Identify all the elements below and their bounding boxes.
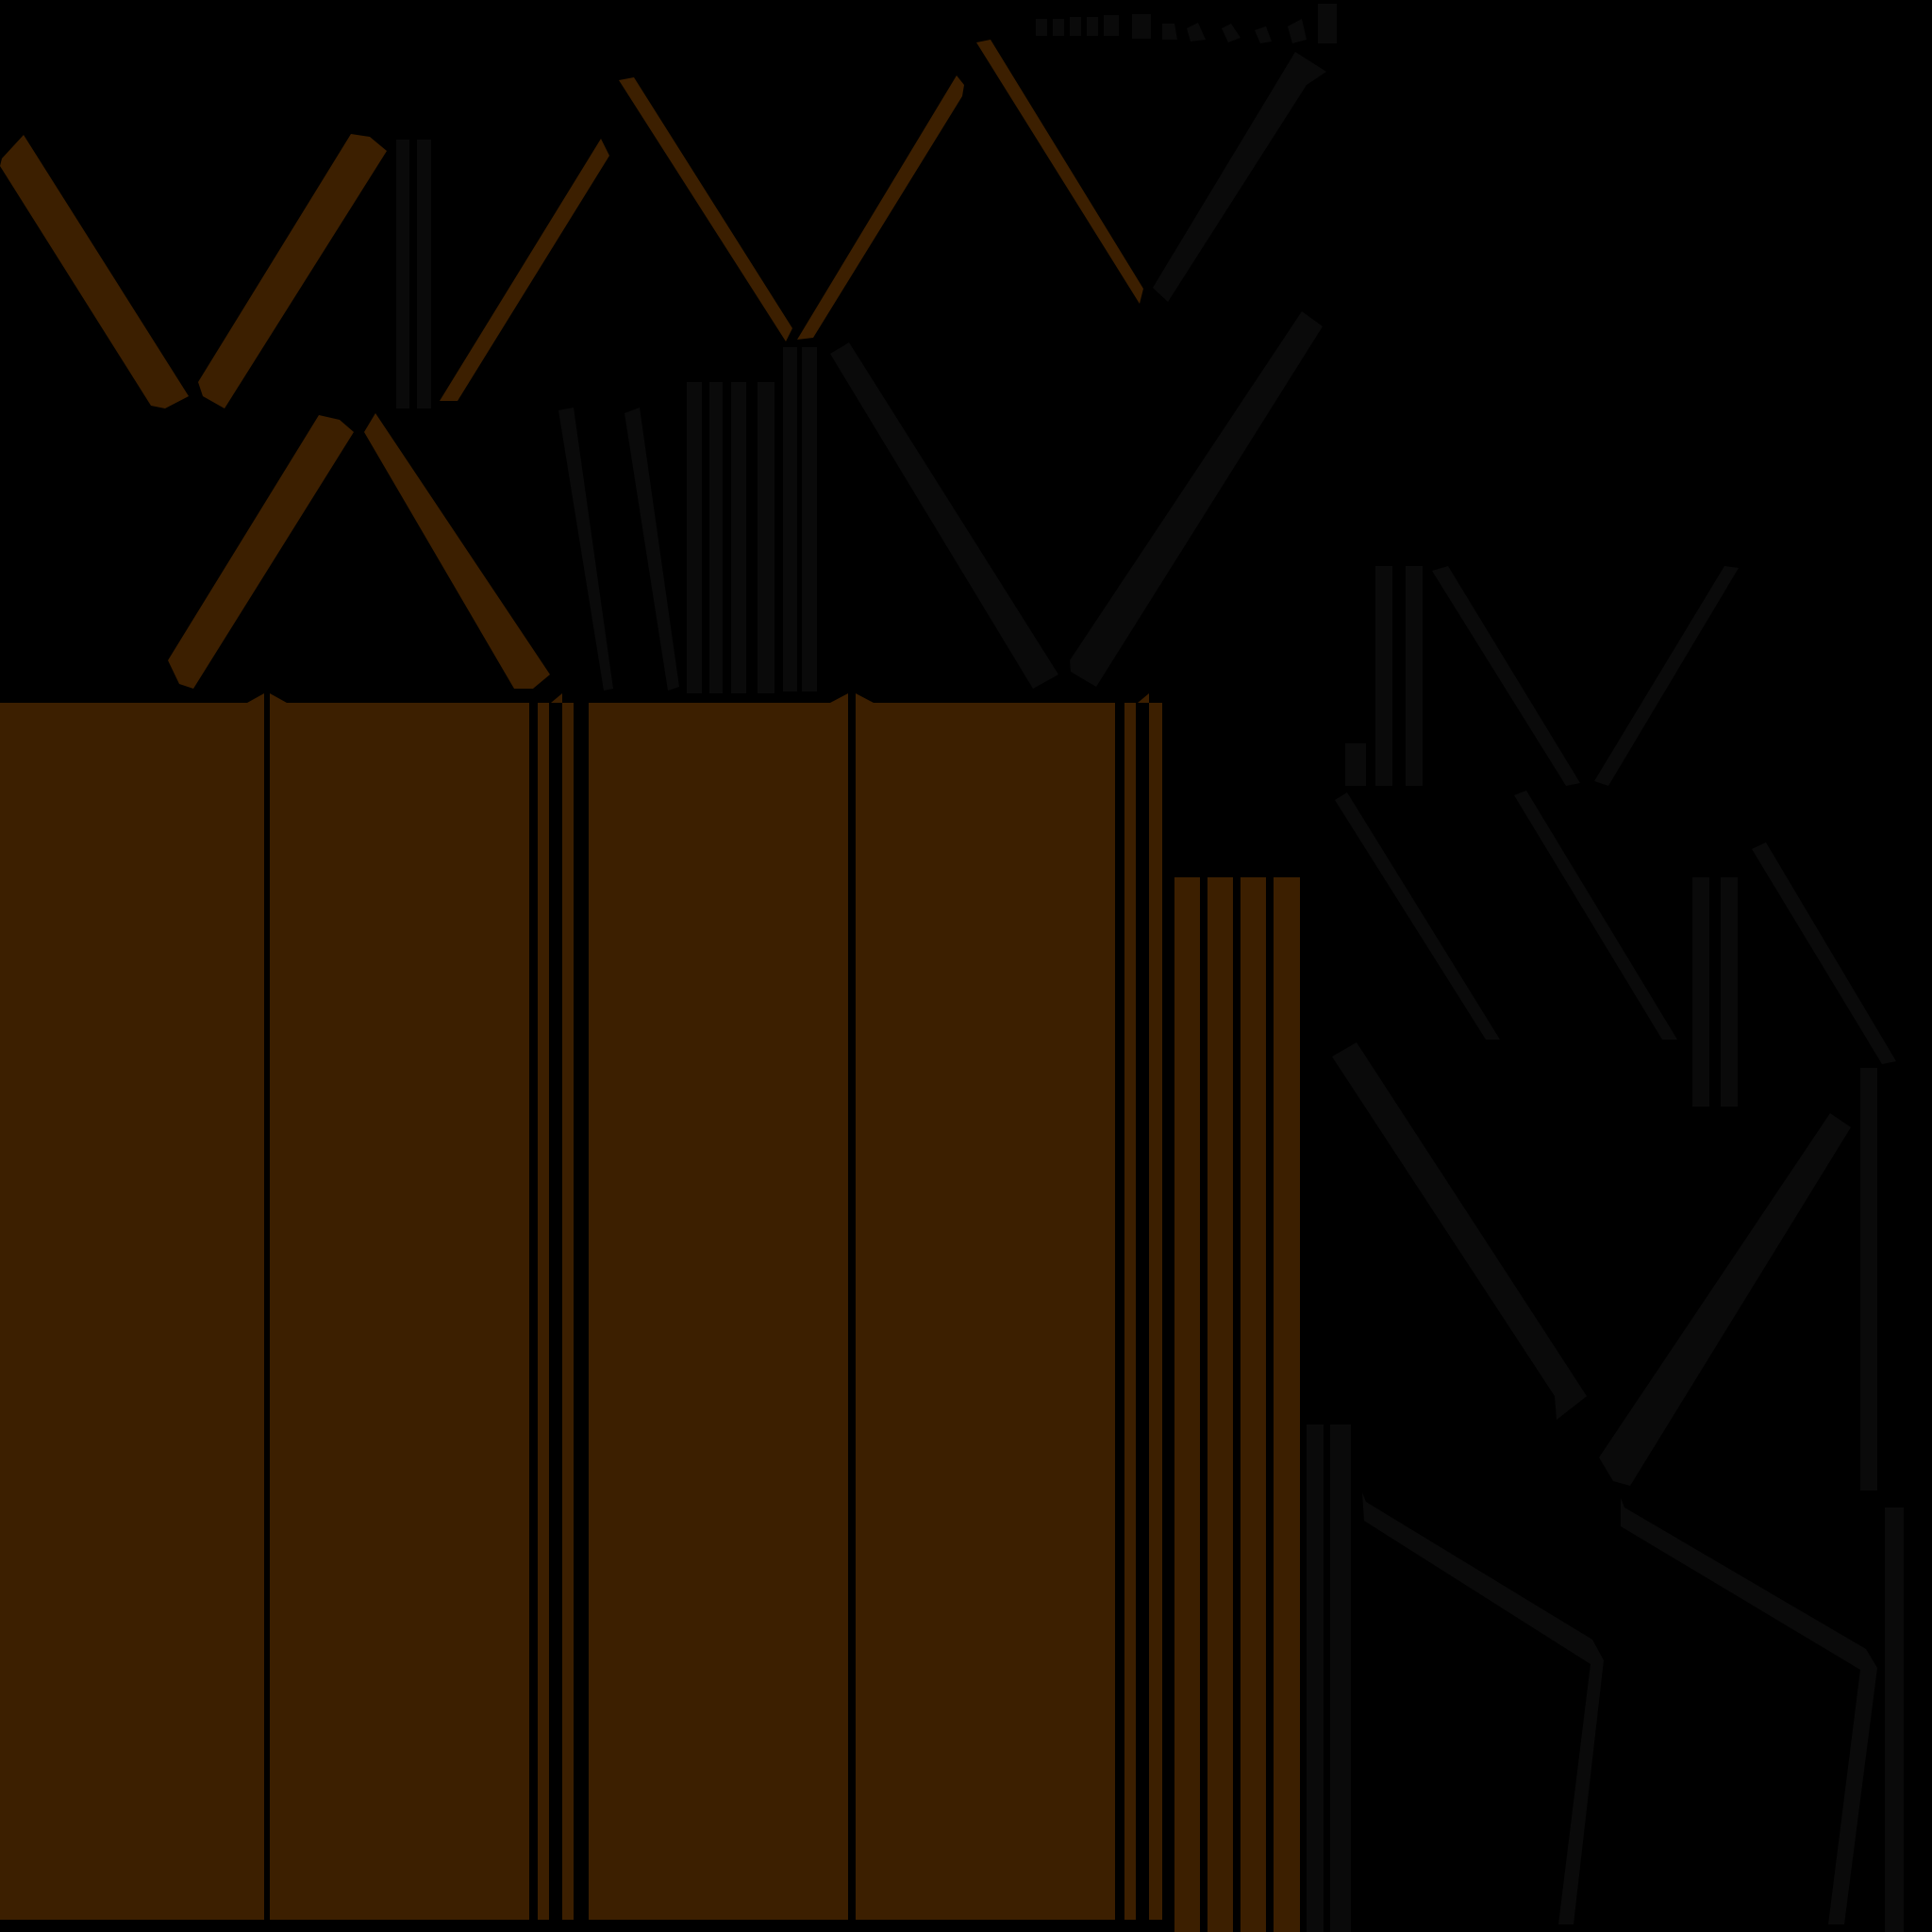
panel-notch [856, 693, 874, 703]
dark-tick [1070, 17, 1081, 36]
dark-bar [709, 382, 723, 693]
wood-strip [1274, 877, 1300, 1932]
wood-panel-strip [562, 703, 574, 1920]
dark-beam [830, 342, 1058, 689]
wood-beam [976, 40, 1143, 304]
dark-bar [783, 347, 797, 691]
wood-beam [198, 134, 387, 408]
dark-bar [558, 408, 613, 691]
wood-panel [270, 703, 529, 1920]
dark-beam [1070, 311, 1323, 687]
dark-bar [417, 140, 431, 408]
panel-notch [247, 693, 264, 703]
wood-beam [619, 77, 792, 341]
panel-notch [830, 693, 848, 703]
dark-bar [731, 382, 746, 693]
dark-beam [1432, 566, 1580, 786]
dark-bar [396, 140, 409, 408]
panel-notch [1138, 693, 1149, 703]
dark-tick [1053, 19, 1064, 36]
dark-bar [1330, 1424, 1351, 1932]
dark-beam [1621, 1498, 1877, 1924]
dark-tick [1288, 19, 1307, 43]
dark-beam [1514, 791, 1677, 1040]
dark-beam [1335, 792, 1500, 1040]
dark-tick [1255, 26, 1272, 43]
panel-notch [270, 693, 287, 703]
dark-bar [1885, 1507, 1904, 1932]
wood-strip [1174, 877, 1200, 1932]
dark-bar [1375, 566, 1392, 786]
dark-beam [1362, 1492, 1604, 1924]
wood-panel-strip [538, 703, 549, 1920]
dark-bar [758, 382, 774, 693]
wood-beam [168, 415, 354, 689]
wood-beam [797, 75, 964, 340]
wood-panel [589, 703, 848, 1920]
wood-strip [1241, 877, 1266, 1932]
wood-panel [856, 703, 1115, 1920]
dark-tick [1318, 4, 1337, 43]
wood-beam-group [0, 40, 1143, 689]
wood-panel-strip [1149, 703, 1162, 1920]
wood-panel-strip [1124, 703, 1136, 1920]
dark-tick [1132, 14, 1151, 39]
dark-tick [1087, 17, 1098, 36]
dark-beam [1599, 1113, 1851, 1486]
wood-beam [0, 135, 189, 408]
dark-bar [625, 408, 679, 691]
dark-beam [1332, 1042, 1587, 1420]
wood-panel [0, 703, 264, 1920]
dark-beam [1752, 842, 1896, 1064]
wood-panel-group [0, 693, 1162, 1920]
dark-tick [1104, 15, 1119, 36]
dark-tick [1187, 23, 1206, 42]
dark-beam [1594, 566, 1739, 786]
dark-beam [1153, 52, 1326, 302]
dark-bar [1345, 743, 1366, 786]
dark-bar [1721, 877, 1738, 1107]
dark-bar [687, 382, 702, 693]
dark-bar [1860, 1068, 1877, 1491]
dark-bar [1307, 1424, 1324, 1932]
panel-notch [551, 693, 562, 703]
dark-tick [1036, 19, 1047, 36]
wood-strip-group [1174, 877, 1300, 1932]
dark-tick [1222, 24, 1241, 42]
dark-bar [1406, 566, 1423, 786]
dark-strip-group [396, 4, 1904, 1932]
wood-beam [440, 139, 609, 401]
wood-beam [364, 413, 550, 689]
dark-tick [1162, 24, 1177, 40]
dark-bar [1692, 877, 1709, 1107]
wood-strip [1208, 877, 1233, 1932]
dark-bar [802, 347, 817, 691]
